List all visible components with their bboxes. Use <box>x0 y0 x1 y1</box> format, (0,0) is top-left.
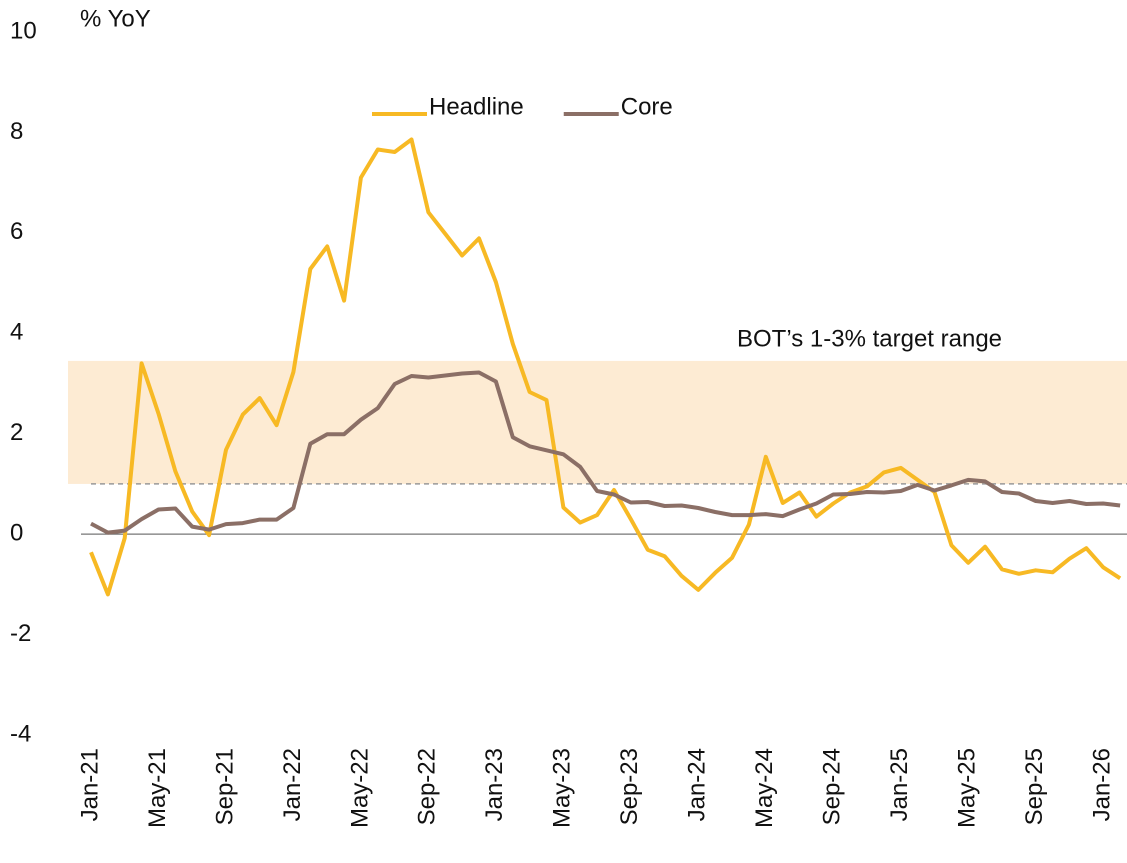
y-tick-label: 0 <box>10 519 23 546</box>
target-band <box>68 360 1127 484</box>
y-tick-label: -4 <box>10 720 31 747</box>
x-tick-label: Sep-22 <box>414 748 441 825</box>
y-tick-label: 8 <box>10 118 23 145</box>
x-tick-label: Sep-23 <box>616 748 643 825</box>
y-tick-label: -2 <box>10 620 31 647</box>
y-tick-label: 10 <box>10 17 37 44</box>
legend-label: Headline <box>429 93 524 120</box>
x-tick-label: Jan-23 <box>481 748 508 821</box>
series-line <box>90 370 1121 535</box>
x-tick-label: Jan-25 <box>886 748 913 821</box>
y-tick-label: 2 <box>10 419 23 446</box>
x-tick-label: Sep-21 <box>211 748 238 825</box>
x-tick-label: Jan-26 <box>1089 748 1116 821</box>
x-tick-label: May-25 <box>954 748 981 828</box>
x-tick-label: May-22 <box>346 748 373 828</box>
series-line <box>89 137 1122 597</box>
x-tick-label: Sep-24 <box>819 748 846 825</box>
x-tick-label: May-24 <box>751 748 778 828</box>
y-axis-label: % YoY <box>80 5 151 32</box>
x-tick-label: Jan-21 <box>76 748 103 821</box>
y-tick-label: 4 <box>10 319 23 346</box>
x-tick-label: May-23 <box>549 748 576 828</box>
band-label: BOT’s 1-3% target range <box>737 325 1002 352</box>
x-tick-label: Sep-25 <box>1021 748 1048 825</box>
x-tick-label: Jan-24 <box>684 748 711 821</box>
legend-label: Core <box>621 93 673 120</box>
x-tick-label: May-21 <box>144 748 171 828</box>
y-tick-label: 6 <box>10 218 23 245</box>
x-tick-label: Jan-22 <box>279 748 306 821</box>
